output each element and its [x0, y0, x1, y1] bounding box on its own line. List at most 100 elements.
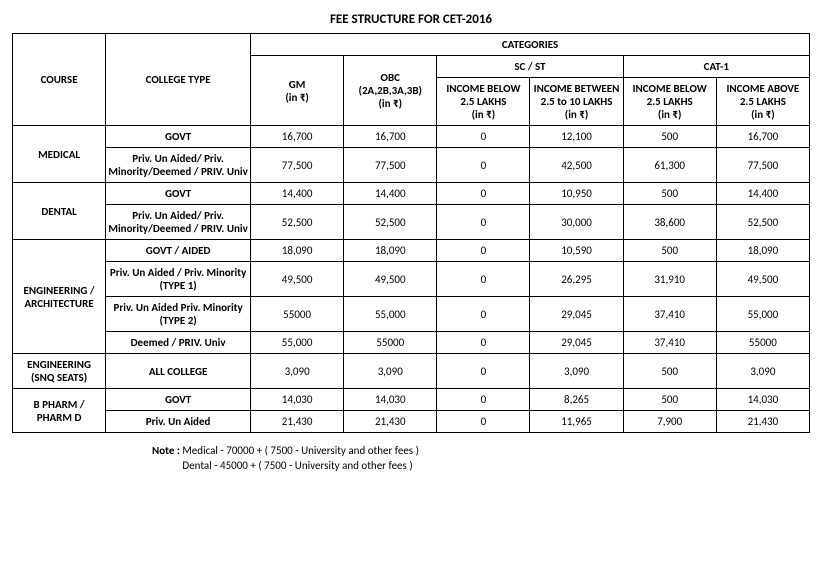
table-row: Priv. Un Aided21,43021,430011,9657,90021… — [13, 411, 810, 433]
header-course: COURSE — [13, 34, 106, 126]
obc-cell: 21,430 — [344, 411, 437, 433]
obc-cell: 14,400 — [344, 183, 437, 205]
gm-cell: 18,090 — [251, 240, 344, 262]
note-block: Note : Medical - 70000 + ( 7500 - Univer… — [12, 443, 810, 474]
cat1-below-cell: 37,410 — [623, 332, 716, 354]
scst-below-cell: 0 — [437, 411, 530, 433]
scst-below-cell: 0 — [437, 240, 530, 262]
cat1-above-cell: 49,500 — [716, 262, 809, 297]
cat1-above-cell: 55000 — [716, 332, 809, 354]
course-cell: MEDICAL — [13, 126, 106, 183]
college-type-cell: GOVT — [106, 389, 251, 411]
obc-cell: 3,090 — [344, 354, 437, 389]
header-cat1: CAT-1 — [623, 56, 809, 78]
scst-below-cell: 0 — [437, 354, 530, 389]
header-scst-between: INCOME BETWEEN2.5 to 10 LAKHS(in ₹) — [530, 78, 623, 126]
table-row: ENGINEERING (SNQ SEATS)ALL COLLEGE3,0903… — [13, 354, 810, 389]
college-type-cell: GOVT — [106, 126, 251, 148]
course-cell: ENGINEERING / ARCHITECTURE — [13, 240, 106, 354]
cat1-below-cell: 500 — [623, 183, 716, 205]
gm-cell: 77,500 — [251, 148, 344, 183]
cat1-above-cell: 55,000 — [716, 297, 809, 332]
scst-between-cell: 8,265 — [530, 389, 623, 411]
scst-below-cell: 0 — [437, 205, 530, 240]
college-type-cell: Priv. Un Aided / Priv. Minority (TYPE 1) — [106, 262, 251, 297]
gm-cell: 21,430 — [251, 411, 344, 433]
table-row: Priv. Un Aided/ Priv. Minority/Deemed / … — [13, 205, 810, 240]
obc-cell: 49,500 — [344, 262, 437, 297]
header-cat1-above: INCOME ABOVE 2.5 LAKHS(in ₹) — [716, 78, 809, 126]
note-line: Medical - 70000 + ( 7500 - University an… — [182, 444, 419, 457]
scst-between-cell: 10,590 — [530, 240, 623, 262]
cat1-above-cell: 14,030 — [716, 389, 809, 411]
gm-cell: 14,400 — [251, 183, 344, 205]
cat1-above-cell: 16,700 — [716, 126, 809, 148]
college-type-cell: ALL COLLEGE — [106, 354, 251, 389]
scst-between-cell: 3,090 — [530, 354, 623, 389]
fee-table: COURSE COLLEGE TYPE CATEGORIES GM(in ₹) … — [12, 33, 810, 433]
cat1-below-cell: 31,910 — [623, 262, 716, 297]
course-cell: ENGINEERING (SNQ SEATS) — [13, 354, 106, 389]
college-type-cell: Priv. Un Aided — [106, 411, 251, 433]
gm-cell: 49,500 — [251, 262, 344, 297]
obc-cell: 18,090 — [344, 240, 437, 262]
scst-between-cell: 30,000 — [530, 205, 623, 240]
header-college-type: COLLEGE TYPE — [106, 34, 251, 126]
scst-between-cell: 26,295 — [530, 262, 623, 297]
scst-between-cell: 29,045 — [530, 332, 623, 354]
cat1-above-cell: 77,500 — [716, 148, 809, 183]
table-row: MEDICALGOVT16,70016,700012,10050016,700 — [13, 126, 810, 148]
obc-cell: 55000 — [344, 332, 437, 354]
scst-below-cell: 0 — [437, 262, 530, 297]
obc-cell: 77,500 — [344, 148, 437, 183]
cat1-below-cell: 38,600 — [623, 205, 716, 240]
gm-cell: 52,500 — [251, 205, 344, 240]
scst-between-cell: 29,045 — [530, 297, 623, 332]
cat1-above-cell: 21,430 — [716, 411, 809, 433]
table-row: ENGINEERING / ARCHITECTUREGOVT / AIDED18… — [13, 240, 810, 262]
college-type-cell: GOVT / AIDED — [106, 240, 251, 262]
table-row: DENTALGOVT14,40014,400010,95050014,400 — [13, 183, 810, 205]
obc-cell: 55,000 — [344, 297, 437, 332]
cat1-below-cell: 7,900 — [623, 411, 716, 433]
cat1-below-cell: 61,300 — [623, 148, 716, 183]
header-cat1-below: INCOME BELOW 2.5 LAKHS(in ₹) — [623, 78, 716, 126]
college-type-cell: Priv. Un Aided/ Priv. Minority/Deemed / … — [106, 148, 251, 183]
scst-between-cell: 10,950 — [530, 183, 623, 205]
scst-between-cell: 42,500 — [530, 148, 623, 183]
gm-cell: 55000 — [251, 297, 344, 332]
obc-cell: 14,030 — [344, 389, 437, 411]
scst-below-cell: 0 — [437, 389, 530, 411]
cat1-below-cell: 500 — [623, 389, 716, 411]
college-type-cell: GOVT — [106, 183, 251, 205]
scst-below-cell: 0 — [437, 332, 530, 354]
page-title: FEE STRUCTURE FOR CET-2016 — [12, 12, 810, 27]
course-cell: B PHARM / PHARM D — [13, 389, 106, 433]
cat1-below-cell: 37,410 — [623, 297, 716, 332]
cat1-below-cell: 500 — [623, 126, 716, 148]
scst-between-cell: 12,100 — [530, 126, 623, 148]
cat1-above-cell: 3,090 — [716, 354, 809, 389]
header-obc: OBC(2A,2B,3A,3B)(in ₹) — [344, 56, 437, 126]
table-row: Deemed / PRIV. Univ55,00055000029,04537,… — [13, 332, 810, 354]
note-label: Note : — [152, 444, 180, 457]
cat1-above-cell: 52,500 — [716, 205, 809, 240]
scst-below-cell: 0 — [437, 297, 530, 332]
header-gm: GM(in ₹) — [251, 56, 344, 126]
college-type-cell: Priv. Un Aided/ Priv. Minority/Deemed / … — [106, 205, 251, 240]
gm-cell: 3,090 — [251, 354, 344, 389]
scst-below-cell: 0 — [437, 148, 530, 183]
gm-cell: 16,700 — [251, 126, 344, 148]
scst-below-cell: 0 — [437, 183, 530, 205]
cat1-below-cell: 500 — [623, 240, 716, 262]
header-scst-below: INCOME BELOW 2.5 LAKHS(in ₹) — [437, 78, 530, 126]
table-row: Priv. Un Aided / Priv. Minority (TYPE 1)… — [13, 262, 810, 297]
gm-cell: 14,030 — [251, 389, 344, 411]
scst-below-cell: 0 — [437, 126, 530, 148]
note-line: Dental - 45000 + ( 7500 - University and… — [182, 459, 412, 472]
table-row: Priv. Un Aided Priv. Minority (TYPE 2)55… — [13, 297, 810, 332]
cat1-above-cell: 14,400 — [716, 183, 809, 205]
college-type-cell: Priv. Un Aided Priv. Minority (TYPE 2) — [106, 297, 251, 332]
obc-cell: 16,700 — [344, 126, 437, 148]
scst-between-cell: 11,965 — [530, 411, 623, 433]
